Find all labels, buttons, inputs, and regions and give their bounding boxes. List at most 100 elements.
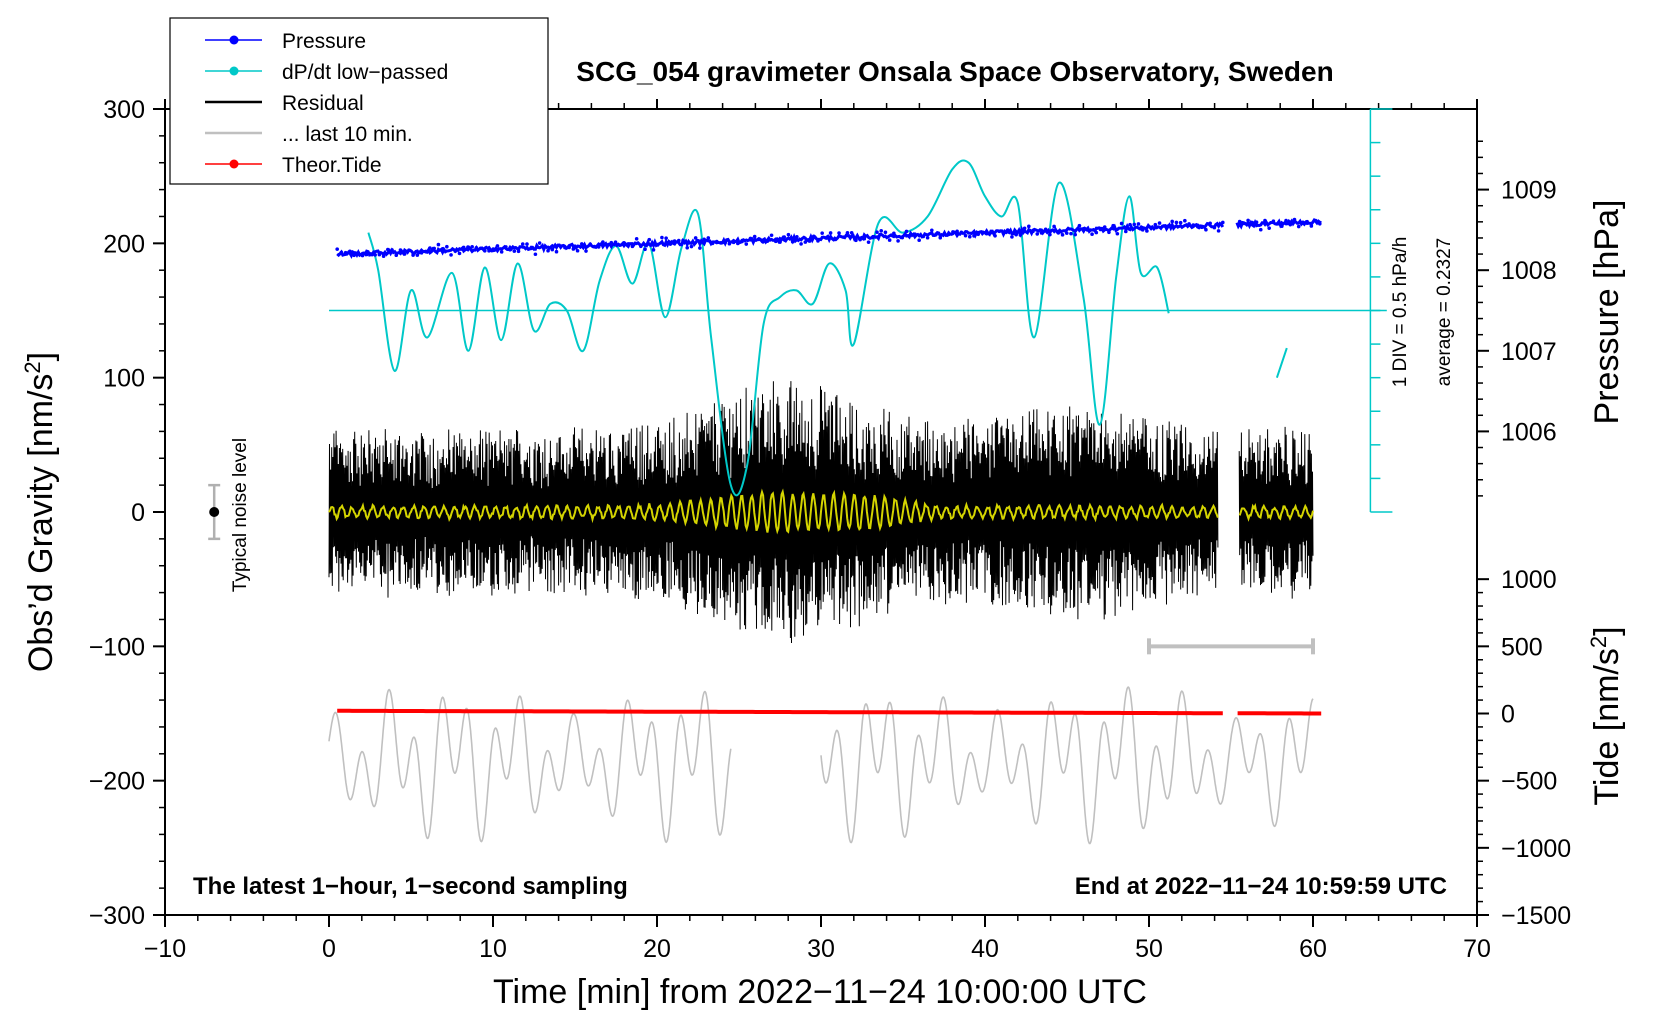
pressure-point	[575, 248, 580, 253]
pressure-point	[394, 253, 399, 258]
legend-label: dP/dt low−passed	[282, 61, 448, 84]
pressure-point	[1136, 222, 1141, 226]
pressure-point	[651, 248, 656, 252]
pressure-point	[508, 247, 512, 252]
pressure-tick-label: 1009	[1501, 177, 1557, 205]
pressure-point	[1221, 220, 1225, 225]
pressure-point	[938, 235, 943, 240]
pressure-point	[736, 241, 740, 246]
pressure-point	[1313, 218, 1318, 223]
pressure-point	[605, 243, 609, 247]
pressure-point	[369, 252, 373, 257]
x-tick-label: 10	[479, 935, 507, 963]
pressure-point	[795, 235, 799, 239]
pressure-point	[740, 239, 744, 244]
pressure-point	[824, 236, 829, 240]
pressure-point	[453, 249, 458, 253]
y-label-sup: 2	[20, 361, 45, 373]
pressure-point	[537, 241, 542, 245]
theoretical-tide-trace	[337, 708, 1322, 716]
pressure-point	[622, 241, 626, 245]
pressure-point	[748, 236, 753, 241]
pressure-point	[1048, 232, 1052, 237]
pressure-point	[1102, 225, 1107, 229]
pressure-point	[639, 244, 643, 249]
pressure-point	[752, 234, 757, 239]
noise-bar-center	[209, 507, 220, 517]
pressure-point	[1043, 227, 1048, 232]
pressure-point	[461, 245, 466, 250]
legend-marker	[229, 35, 239, 45]
pressure-point	[1288, 222, 1293, 227]
pressure-point	[643, 247, 647, 251]
pressure-point	[525, 242, 529, 246]
pressure-point	[1212, 225, 1217, 230]
tide-tick-label: 500	[1501, 633, 1543, 661]
pressure-point	[757, 237, 761, 242]
y-axis-label-pressure: Pressure [hPa]	[1588, 200, 1626, 425]
pressure-point	[706, 236, 711, 240]
pressure-point	[942, 231, 947, 236]
pressure-point	[504, 245, 508, 249]
pressure-point	[398, 248, 403, 252]
pressure-point	[849, 230, 854, 235]
pressure-point	[1094, 230, 1099, 235]
pressure-point	[828, 231, 833, 235]
pressure-point	[1296, 224, 1301, 229]
pressure-point	[862, 236, 867, 241]
pressure-point	[1208, 221, 1212, 226]
pressure-point	[934, 232, 938, 236]
pressure-point	[1174, 220, 1179, 225]
pressure-point	[799, 242, 803, 246]
pressure-point	[946, 232, 951, 237]
pressure-point	[601, 240, 605, 244]
pressure-point	[516, 249, 521, 254]
pressure-point	[1161, 224, 1166, 228]
pressure-point	[1014, 232, 1018, 237]
tide-tick-label: 1000	[1501, 566, 1557, 594]
pressure-point	[381, 254, 386, 259]
pressure-point	[634, 237, 639, 241]
pressure-point	[1145, 229, 1149, 233]
pressure-point	[676, 238, 681, 243]
pressure-point	[955, 229, 959, 234]
y-tick-label: −200	[89, 768, 145, 796]
pressure-point	[1292, 217, 1297, 222]
pressure-point	[373, 253, 377, 257]
pressure-point	[1111, 223, 1115, 228]
pressure-point	[668, 242, 673, 246]
pressure-point	[820, 231, 824, 235]
pressure-point	[478, 246, 483, 251]
pressure-point	[584, 249, 588, 253]
pressure-point	[1077, 223, 1082, 228]
pressure-point	[1128, 222, 1132, 227]
pressure-point	[567, 245, 571, 250]
pressure-point	[352, 253, 356, 258]
pressure-point	[1140, 228, 1145, 232]
pressure-point	[925, 235, 930, 240]
pressure-point	[415, 253, 420, 257]
pressure-point	[470, 245, 474, 249]
y-axis-label-tide: Tide [nm/s2]	[1586, 626, 1626, 805]
pressure-point	[1301, 220, 1305, 225]
pressure-point	[428, 246, 432, 250]
pressure-point	[364, 252, 369, 257]
pressure-point	[963, 233, 968, 238]
legend-marker	[229, 159, 239, 169]
pressure-point	[457, 251, 462, 256]
pressure-point	[1098, 227, 1103, 232]
pressure-point	[786, 232, 791, 237]
pressure-point	[491, 247, 496, 251]
tide-tick-label: −1000	[1501, 835, 1571, 863]
pressure-point	[386, 247, 390, 252]
pressure-point	[773, 239, 778, 244]
tide-tick-label: −1500	[1501, 902, 1571, 930]
pressure-point	[613, 240, 618, 245]
pressure-point	[647, 237, 652, 242]
pressure-point	[900, 235, 905, 240]
pressure-point	[1018, 233, 1023, 237]
pressure-point	[967, 234, 972, 239]
pressure-point	[1263, 218, 1267, 223]
y-axis-pressure: 1006 1007 1008 1009	[1477, 140, 1557, 497]
legend-marker	[229, 66, 239, 76]
